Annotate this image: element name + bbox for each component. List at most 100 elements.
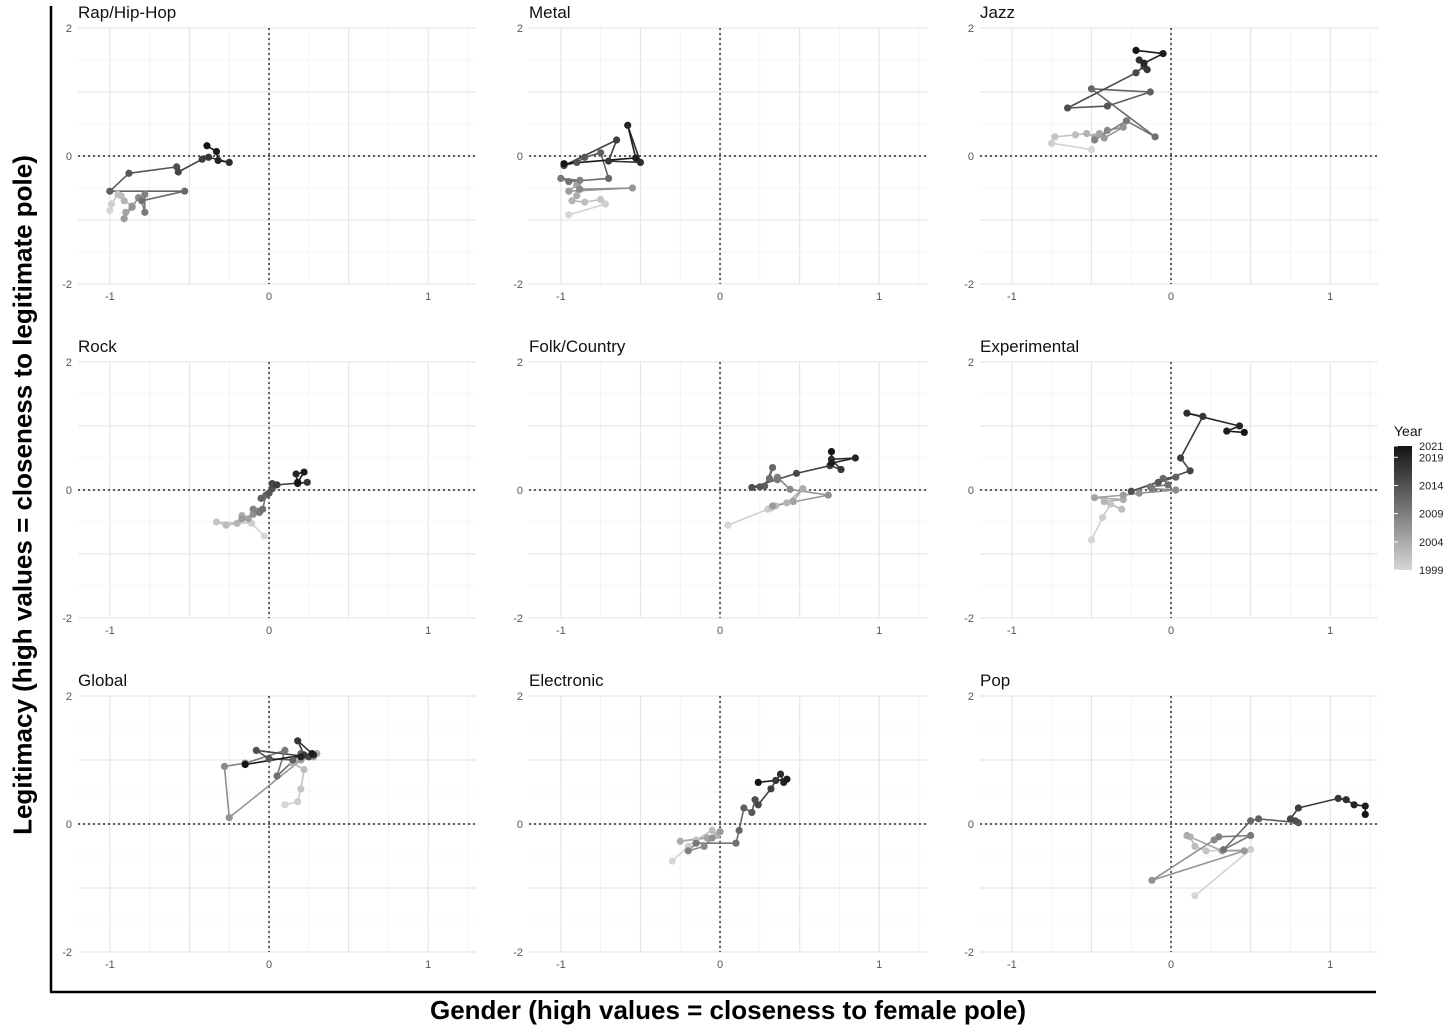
path-segment [1107,91,1151,107]
x-tick-label: -1 [105,625,115,637]
data-point [1132,46,1140,55]
data-point [708,826,716,835]
data-point [1183,409,1191,417]
x-tick-label: 0 [717,625,723,637]
data-point [1286,815,1295,823]
path-segment [568,203,606,216]
data-point [748,483,756,492]
path-segment [109,172,130,192]
data-point [1119,491,1127,499]
facet-pop: Pop -1 0 1 -2 0 2 [964,671,1378,971]
data-point [1294,804,1302,812]
data-point [294,798,302,806]
data-point [716,828,724,836]
facet-title: Metal [529,3,571,22]
data-point [259,505,267,513]
data-point [1083,130,1091,138]
facet-title: Experimental [980,337,1079,356]
data-point [773,476,781,484]
data-point [1095,130,1103,138]
y-tick-label: 0 [968,485,974,497]
x-axis-title: Gender (high values = closeness to femal… [429,995,1027,1025]
data-point [756,483,764,491]
path-segment [1194,848,1252,897]
data-point [1350,801,1358,809]
data-point [1247,846,1255,854]
data-point [1247,817,1255,825]
data-point [783,499,791,507]
data-point [297,753,305,761]
data-point [772,776,780,785]
path-segment [1067,105,1108,109]
x-tick-label: -1 [1007,959,1017,971]
data-point [281,746,289,755]
data-point [249,505,257,513]
data-point [724,521,732,529]
x-tick-label: 0 [717,959,723,971]
facet-title: Global [78,671,127,690]
legend-label: 2004 [1419,537,1443,549]
path-segment [1051,142,1092,151]
x-tick-label: 1 [1327,959,1333,971]
path-segment [1067,72,1137,109]
data-point [1164,481,1172,489]
data-point [581,198,589,206]
y-tick-label: 0 [968,151,974,163]
data-point [1100,497,1108,506]
path-segment [1222,820,1252,851]
data-point [1140,59,1148,67]
data-point [1191,842,1199,851]
y-tick-label: -2 [513,613,523,625]
path-segment [579,187,633,191]
data-point [565,211,573,219]
path-segment [626,125,637,159]
data-point [273,772,281,780]
x-tick-label: 1 [876,959,882,971]
data-point [557,174,565,182]
data-point [768,464,777,472]
path-segment [727,508,769,526]
data-point [222,521,230,529]
y-tick-label: -2 [513,279,523,291]
data-point [676,837,684,845]
data-point [1159,50,1167,58]
data-point [783,775,791,783]
data-point [1240,847,1248,855]
data-point [107,200,116,208]
data-point [1048,139,1056,147]
path-segment [608,160,641,164]
data-point [1100,134,1108,142]
data-point [754,778,762,787]
data-point [776,770,785,778]
data-point [1183,831,1191,840]
data-point [1119,123,1127,131]
data-point [565,187,573,195]
x-tick-label: 1 [425,959,431,971]
data-point [1342,796,1350,804]
x-tick-label: 0 [1168,625,1174,637]
data-point [748,808,756,817]
data-point [692,839,700,847]
y-tick-label: 0 [517,151,523,163]
x-tick-label: 0 [1168,959,1174,971]
data-point [1219,846,1228,854]
path-segment [1139,489,1176,494]
x-tick-label: -1 [556,625,566,637]
path-segment [1151,487,1176,491]
path-segment [1091,88,1151,93]
facet-title: Folk/Country [529,337,626,356]
data-point [203,142,211,150]
x-tick-label: 0 [266,291,272,303]
data-point [1191,892,1199,900]
data-point [1098,513,1107,522]
data-point [597,149,605,157]
data-point [281,801,289,809]
y-tick-label: -2 [62,279,72,291]
data-point [576,185,584,193]
data-point [174,168,182,176]
data-point [740,804,748,812]
path-segment [1151,839,1215,881]
data-point [212,518,221,526]
y-tick-label: 2 [968,691,974,703]
